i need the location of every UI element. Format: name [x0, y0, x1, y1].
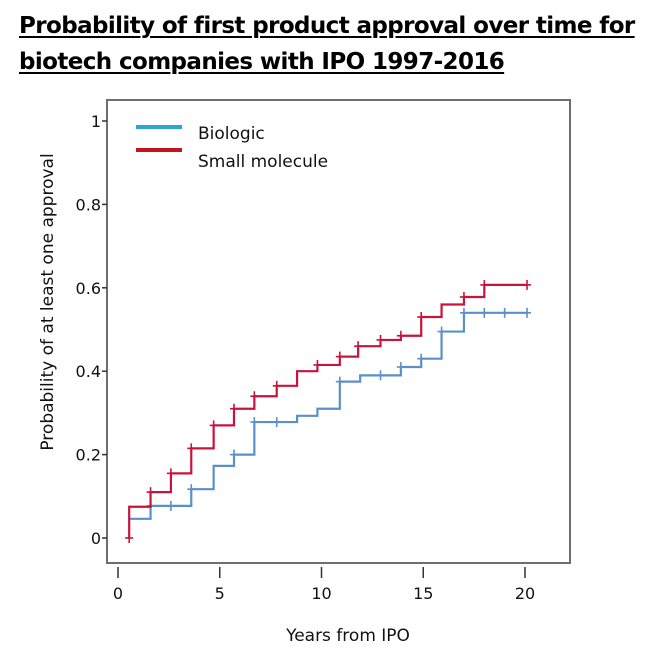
x-tick-label: 15 — [413, 584, 433, 603]
x-tick-label: 10 — [311, 584, 331, 603]
y-axis-label: Probability of at least one approval — [38, 153, 58, 450]
series-group — [125, 279, 532, 543]
x-tick-label: 5 — [215, 584, 225, 603]
x-tick-label: 0 — [113, 584, 123, 603]
y-tick-label: 0.4 — [76, 362, 101, 381]
y-tick-label: 0.2 — [76, 446, 101, 465]
x-axis-label: Years from IPO — [285, 626, 410, 646]
y-tick-label: 0.8 — [76, 195, 101, 214]
y-tick-label: 1 — [91, 112, 101, 131]
y-tick-label: 0.6 — [76, 279, 101, 298]
legend-label-small-molecule: Small molecule — [198, 152, 328, 172]
y-tick-label: 0 — [91, 529, 101, 548]
step-line-small-molecule — [128, 283, 528, 538]
step-line-biologic — [129, 311, 528, 520]
chart-title: Probability of first product approval ov… — [19, 8, 649, 80]
y-axis: 0 0.2 0.4 0.6 0.8 1 — [76, 112, 107, 548]
series-small-molecule — [125, 279, 532, 543]
legend: Biologic Small molecule — [136, 124, 328, 172]
series-biologic — [129, 307, 532, 520]
chart-title-line-1: Probability of first product approval ov… — [19, 13, 635, 39]
x-tick-label: 20 — [515, 584, 535, 603]
plot-frame — [106, 99, 571, 564]
chart-title-line-2: biotech companies with IPO 1997-2016 — [19, 49, 505, 75]
legend-label-biologic: Biologic — [198, 124, 265, 144]
x-axis: 0 5 10 15 20 — [113, 567, 535, 603]
